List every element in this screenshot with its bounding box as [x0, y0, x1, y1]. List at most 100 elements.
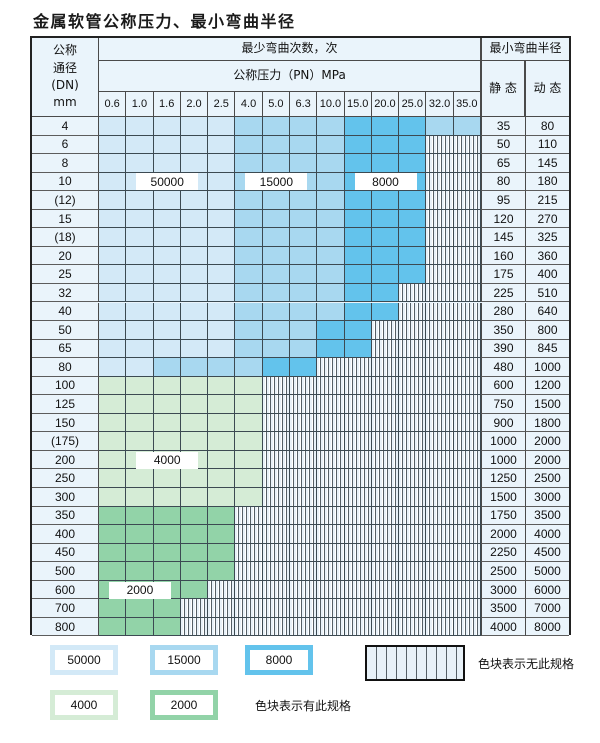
- cell-dn6-pn1.0: [126, 135, 154, 155]
- cell-dn100-pn4.0: [235, 376, 263, 396]
- cell-dn40-pn10.0: [317, 302, 345, 322]
- dynamic-radius-dn-6: 110: [525, 135, 569, 155]
- cell-dn150-pn32.0: [426, 413, 454, 433]
- static-radius-dn-65: 390: [481, 339, 525, 359]
- cell-dn400-pn1.6: [153, 525, 181, 544]
- cell-dn25-pn10.0: [317, 265, 345, 284]
- cell-dn4-pn2.0: [180, 117, 209, 136]
- cell-dn200-pn25.0: [399, 450, 427, 470]
- cell-dn350-pn1.0: [126, 506, 154, 526]
- cell-dn(12)-pn10.0: [317, 191, 345, 210]
- cell-dn700-pn2.5: [208, 599, 236, 618]
- cell-dn700-pn32.0: [426, 599, 454, 618]
- cell-dn150-pn6.3: [290, 413, 318, 433]
- static-radius-dn-20: 160: [481, 246, 525, 266]
- cell-dn250-pn1.0: [126, 469, 154, 488]
- cell-dn125-pn25.0: [399, 395, 427, 414]
- cell-dn(12)-pn5.0: [262, 191, 290, 210]
- pressure-col-2.0: 2.0: [180, 92, 209, 117]
- cell-dn10-pn35.0: [453, 172, 481, 192]
- cell-dn450-pn1.6: [153, 543, 181, 563]
- cell-dn200-pn15.0: [344, 450, 372, 470]
- cell-dn40-pn1.6: [153, 302, 181, 322]
- cell-dn300-pn35.0: [453, 488, 481, 507]
- cell-dn250-pn2.5: [208, 469, 236, 488]
- radius-sub-1: 动 态: [525, 61, 569, 117]
- cell-dn32-pn2.5: [208, 283, 236, 303]
- cell-dn(12)-pn1.6: [153, 191, 181, 210]
- callout-8000: 8000: [354, 173, 417, 191]
- cell-dn20-pn6.3: [290, 246, 318, 266]
- cell-dn100-pn25.0: [399, 376, 427, 396]
- cell-dn250-pn5.0: [262, 469, 290, 488]
- cell-dn80-pn0.6: [99, 358, 127, 377]
- dynamic-radius-dn-65: 845: [525, 339, 569, 359]
- cell-dn400-pn10.0: [317, 525, 345, 544]
- cell-dn(175)-pn10.0: [317, 432, 345, 451]
- cell-dn700-pn35.0: [453, 599, 481, 618]
- dynamic-radius-dn-32: 510: [525, 283, 569, 303]
- cell-dn65-pn2.5: [208, 339, 236, 359]
- cell-dn32-pn4.0: [235, 283, 263, 303]
- cell-dn4-pn4.0: [235, 117, 263, 136]
- cell-dn450-pn32.0: [426, 543, 454, 563]
- cell-dn8-pn15.0: [344, 154, 372, 173]
- cell-dn(175)-pn6.3: [290, 432, 318, 451]
- cell-dn65-pn25.0: [399, 339, 427, 359]
- pressure-col-32.0: 32.0: [426, 92, 454, 117]
- cell-dn800-pn10.0: [317, 617, 345, 637]
- cell-dn32-pn15.0: [344, 283, 372, 303]
- static-radius-dn-400: 2000: [481, 525, 525, 544]
- cell-dn125-pn20.0: [371, 395, 400, 414]
- cell-dn450-pn15.0: [344, 543, 372, 563]
- cell-dn50-pn32.0: [426, 321, 454, 340]
- row-label-dn-(12): (12): [32, 191, 99, 210]
- cell-dn350-pn1.6: [153, 506, 181, 526]
- cell-dn(18)-pn20.0: [371, 228, 400, 247]
- cell-dn(12)-pn6.3: [290, 191, 318, 210]
- cell-dn125-pn35.0: [453, 395, 481, 414]
- static-radius-dn-(175): 1000: [481, 432, 525, 451]
- cell-dn250-pn4.0: [235, 469, 263, 488]
- cell-dn25-pn15.0: [344, 265, 372, 284]
- static-radius-dn-6: 50: [481, 135, 525, 155]
- dn-header-line-2: (DN): [51, 78, 79, 92]
- row-label-dn-700: 700: [32, 599, 99, 618]
- cell-dn350-pn32.0: [426, 506, 454, 526]
- cell-dn600-pn4.0: [235, 580, 263, 600]
- cell-dn100-pn5.0: [262, 376, 290, 396]
- cell-dn250-pn32.0: [426, 469, 454, 488]
- cell-dn800-pn1.6: [153, 617, 181, 637]
- cell-dn200-pn2.5: [208, 450, 236, 470]
- callout-2000: 2000: [108, 581, 171, 599]
- cell-dn600-pn15.0: [344, 580, 372, 600]
- cell-dn(18)-pn5.0: [262, 228, 290, 247]
- cell-dn450-pn10.0: [317, 543, 345, 563]
- static-radius-dn-600: 3000: [481, 580, 525, 600]
- cell-dn500-pn0.6: [99, 562, 127, 581]
- cell-dn350-pn20.0: [371, 506, 400, 526]
- cell-dn6-pn6.3: [290, 135, 318, 155]
- cell-dn4-pn15.0: [344, 117, 372, 136]
- legend: 50000 15000 8000 4000 2000 色块表示有此规格 色块表示无此规格: [30, 645, 574, 735]
- cell-dn700-pn1.0: [126, 599, 154, 618]
- cell-dn500-pn25.0: [399, 562, 427, 581]
- cell-dn(175)-pn35.0: [453, 432, 481, 451]
- cell-dn50-pn10.0: [317, 321, 345, 340]
- cell-dn450-pn4.0: [235, 543, 263, 563]
- cell-dn300-pn20.0: [371, 488, 400, 507]
- cell-dn65-pn4.0: [235, 339, 263, 359]
- cell-dn50-pn35.0: [453, 321, 481, 340]
- cell-dn25-pn6.3: [290, 265, 318, 284]
- cell-dn50-pn1.6: [153, 321, 181, 340]
- pressure-col-10.0: 10.0: [317, 92, 345, 117]
- cell-dn700-pn6.3: [290, 599, 318, 618]
- dynamic-radius-dn-800: 8000: [525, 617, 569, 637]
- cell-dn600-pn32.0: [426, 580, 454, 600]
- cell-dn100-pn1.0: [126, 376, 154, 396]
- static-radius-dn-50: 350: [481, 321, 525, 340]
- pressure-col-35.0: 35.0: [453, 92, 481, 117]
- legend-swatch-50000: 50000: [50, 645, 118, 675]
- row-label-dn-15: 15: [32, 209, 99, 229]
- cell-dn25-pn1.0: [126, 265, 154, 284]
